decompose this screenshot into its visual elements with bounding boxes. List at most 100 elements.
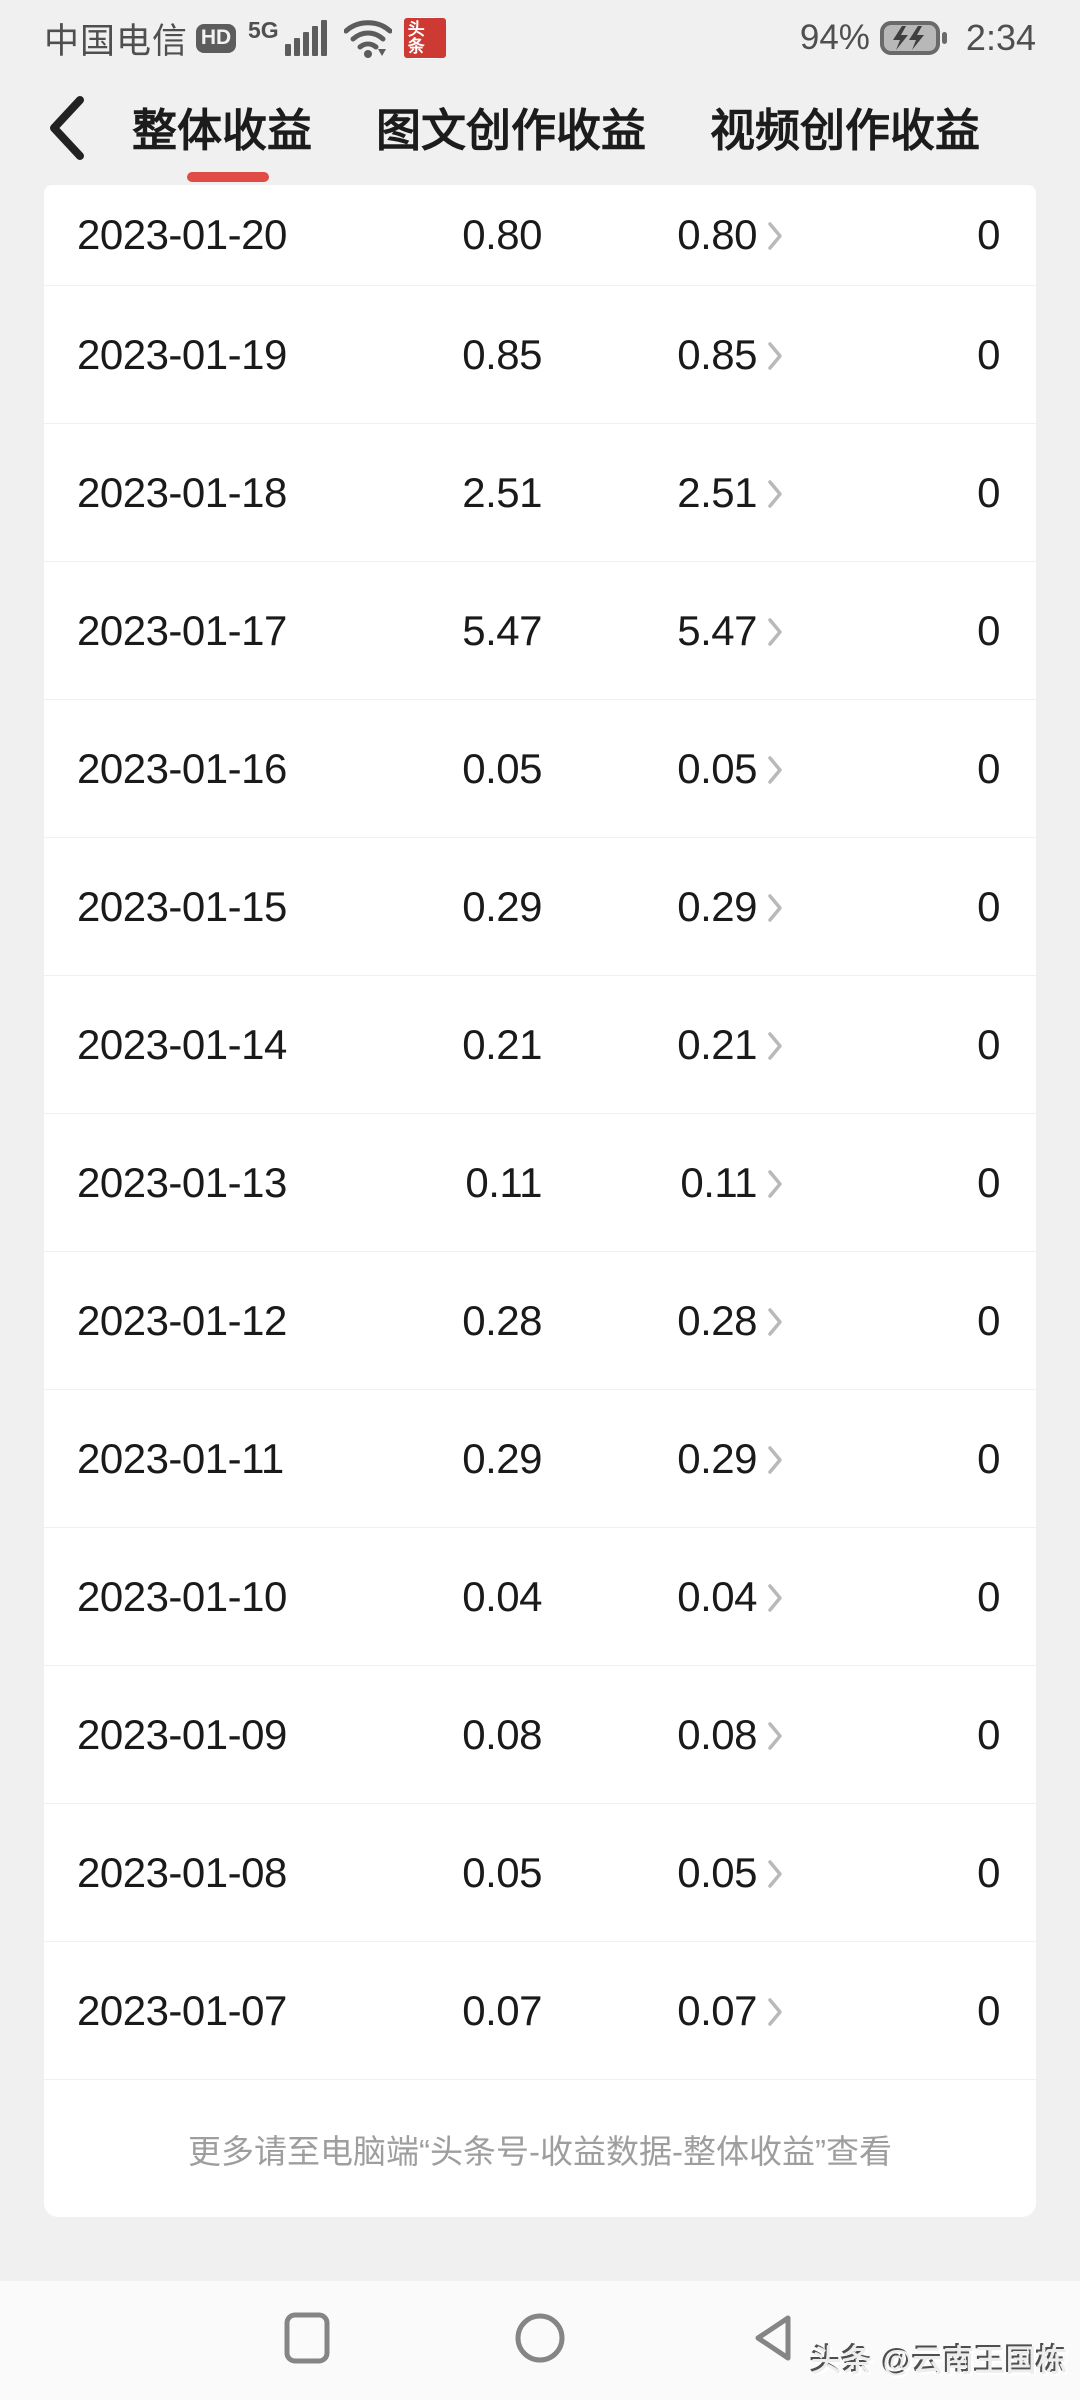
row-date: 2023-01-13 bbox=[77, 1158, 287, 1206]
row-income-value: 0.08 bbox=[462, 1710, 542, 1758]
row-income-value: 0.11 bbox=[465, 1158, 542, 1206]
row-income-value: 0.05 bbox=[462, 744, 542, 792]
tab-video-income[interactable]: 视频创作收益 bbox=[710, 105, 981, 156]
row-date: 2023-01-12 bbox=[77, 1296, 287, 1344]
chevron-right-icon bbox=[765, 220, 785, 252]
back-triangle-icon bbox=[748, 2312, 798, 2369]
row-date: 2023-01-18 bbox=[77, 468, 287, 516]
row-income-value: 0.28 bbox=[462, 1296, 542, 1344]
row-extra-value: 0 bbox=[977, 1710, 1000, 1758]
row-income-value: 5.47 bbox=[462, 606, 542, 654]
row-extra-value: 0 bbox=[977, 211, 1000, 258]
row-detail-value: 0.85 bbox=[677, 330, 757, 378]
table-row[interactable]: 2023-01-14 0.21 0.21 0 bbox=[44, 976, 1036, 1114]
carrier-label: 中国电信 bbox=[44, 21, 189, 61]
chevron-right-icon bbox=[765, 754, 785, 786]
row-income-value: 0.04 bbox=[462, 1572, 542, 1620]
chevron-right-icon bbox=[765, 1996, 785, 2028]
row-detail-value: 0.07 bbox=[677, 1986, 757, 2034]
table-row[interactable]: 2023-01-20 0.80 0.80 0 bbox=[44, 185, 1036, 286]
row-income-value: 0.85 bbox=[462, 330, 542, 378]
row-extra-value: 0 bbox=[977, 882, 1000, 930]
row-extra-value: 0 bbox=[977, 1572, 1000, 1620]
battery-percent-label: 94% bbox=[799, 18, 870, 57]
table-row[interactable]: 2023-01-18 2.51 2.51 0 bbox=[44, 424, 1036, 562]
row-detail-value: 2.51 bbox=[677, 468, 757, 516]
chevron-right-icon bbox=[765, 616, 785, 648]
hd-badge: HD bbox=[196, 23, 237, 53]
recents-button[interactable] bbox=[283, 2312, 331, 2369]
back-button[interactable] bbox=[46, 96, 92, 166]
back-chevron-icon bbox=[46, 95, 86, 166]
watermark: 头条 @云南王国栋 bbox=[811, 2345, 1068, 2378]
row-date: 2023-01-14 bbox=[77, 1020, 287, 1068]
network-type-label: 5G bbox=[248, 16, 279, 43]
row-extra-value: 0 bbox=[977, 1296, 1000, 1344]
row-extra-value: 0 bbox=[977, 606, 1000, 654]
row-detail-value: 0.21 bbox=[677, 1020, 757, 1068]
row-detail-value: 0.04 bbox=[677, 1572, 757, 1620]
row-detail-value: 0.29 bbox=[677, 882, 757, 930]
row-income-value: 0.07 bbox=[462, 1986, 542, 2034]
tab-overall-income[interactable]: 整体收益 bbox=[132, 105, 313, 156]
row-detail-value: 0.29 bbox=[677, 1434, 757, 1482]
signal-strength-icon bbox=[284, 20, 330, 56]
table-row[interactable]: 2023-01-07 0.07 0.07 0 bbox=[44, 1942, 1036, 2080]
row-date: 2023-01-16 bbox=[77, 744, 287, 792]
footer-note: 更多请至电脑端“头条号-收益数据-整体收益”查看 bbox=[188, 2132, 892, 2170]
income-card: 2023-01-20 0.80 0.80 0 2023-01-19 0.85 0… bbox=[44, 185, 1036, 2217]
chevron-right-icon bbox=[765, 1306, 785, 1338]
table-row[interactable]: 2023-01-16 0.05 0.05 0 bbox=[44, 700, 1036, 838]
home-circle-icon bbox=[514, 2312, 566, 2369]
row-detail-value: 0.05 bbox=[677, 1848, 757, 1896]
chevron-right-icon bbox=[765, 478, 785, 510]
row-date: 2023-01-20 bbox=[77, 211, 287, 258]
table-row[interactable]: 2023-01-17 5.47 5.47 0 bbox=[44, 562, 1036, 700]
table-row[interactable]: 2023-01-13 0.11 0.11 0 bbox=[44, 1114, 1036, 1252]
wifi-icon bbox=[343, 17, 393, 64]
table-row[interactable]: 2023-01-08 0.05 0.05 0 bbox=[44, 1804, 1036, 1942]
row-date: 2023-01-09 bbox=[77, 1710, 287, 1758]
chevron-right-icon bbox=[765, 1168, 785, 1200]
tab-bar: 整体收益 图文创作收益 视频创作收益 bbox=[0, 70, 1080, 185]
row-income-value: 0.80 bbox=[462, 211, 542, 258]
recents-square-icon bbox=[283, 2312, 331, 2369]
row-date: 2023-01-15 bbox=[77, 882, 287, 930]
row-income-value: 0.29 bbox=[462, 882, 542, 930]
row-detail-value: 0.11 bbox=[680, 1158, 757, 1206]
chevron-right-icon bbox=[765, 340, 785, 372]
table-row[interactable]: 2023-01-10 0.04 0.04 0 bbox=[44, 1528, 1036, 1666]
table-row[interactable]: 2023-01-11 0.29 0.29 0 bbox=[44, 1390, 1036, 1528]
home-button[interactable] bbox=[514, 2312, 566, 2369]
row-income-value: 0.29 bbox=[462, 1434, 542, 1482]
table-row[interactable]: 2023-01-09 0.08 0.08 0 bbox=[44, 1666, 1036, 1804]
row-income-value: 0.05 bbox=[462, 1848, 542, 1896]
row-extra-value: 0 bbox=[977, 1020, 1000, 1068]
selected-tab-indicator bbox=[187, 172, 269, 182]
row-extra-value: 0 bbox=[977, 1434, 1000, 1482]
table-row[interactable]: 2023-01-15 0.29 0.29 0 bbox=[44, 838, 1036, 976]
row-extra-value: 0 bbox=[977, 1848, 1000, 1896]
row-detail-value: 0.28 bbox=[677, 1296, 757, 1344]
chevron-right-icon bbox=[765, 1030, 785, 1062]
row-extra-value: 0 bbox=[977, 1158, 1000, 1206]
row-detail-value: 5.47 bbox=[677, 606, 757, 654]
android-nav-bar bbox=[0, 2281, 1080, 2400]
chevron-right-icon bbox=[765, 1444, 785, 1476]
table-row[interactable]: 2023-01-19 0.85 0.85 0 bbox=[44, 286, 1036, 424]
chevron-right-icon bbox=[765, 892, 785, 924]
tab-article-income[interactable]: 图文创作收益 bbox=[376, 105, 647, 156]
row-detail-value: 0.08 bbox=[677, 1710, 757, 1758]
nav-back-button[interactable] bbox=[749, 2315, 797, 2367]
chevron-right-icon bbox=[765, 1858, 785, 1890]
income-table: 2023-01-20 0.80 0.80 0 2023-01-19 0.85 0… bbox=[44, 185, 1036, 2080]
status-bar: 中国电信 HD 5G 头条 94% bbox=[0, 0, 1080, 70]
row-date: 2023-01-11 bbox=[77, 1434, 284, 1482]
row-date: 2023-01-19 bbox=[77, 330, 287, 378]
row-extra-value: 0 bbox=[977, 744, 1000, 792]
battery-charging-icon bbox=[879, 20, 948, 56]
row-income-value: 2.51 bbox=[462, 468, 542, 516]
table-row[interactable]: 2023-01-12 0.28 0.28 0 bbox=[44, 1252, 1036, 1390]
row-extra-value: 0 bbox=[977, 330, 1000, 378]
row-detail-value: 0.80 bbox=[677, 211, 757, 258]
